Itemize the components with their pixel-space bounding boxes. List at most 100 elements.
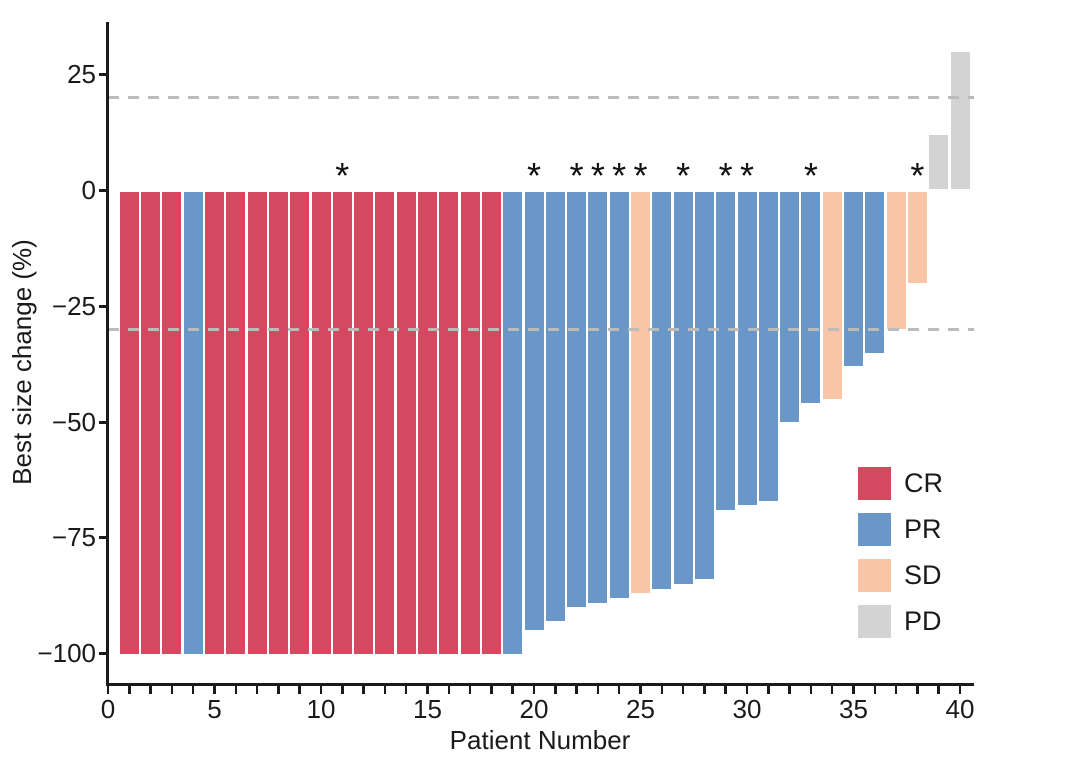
x-tick: [447, 686, 451, 694]
x-tick: [554, 686, 557, 694]
x-tick: [404, 686, 408, 694]
bar-patient-34: [822, 191, 842, 399]
x-tick: [170, 686, 174, 694]
x-tick: [681, 686, 685, 694]
legend-swatch-sd: [858, 559, 891, 592]
y-axis-line: [106, 22, 109, 686]
x-tick: [255, 686, 259, 694]
bar-patient-25: [631, 191, 650, 594]
legend: CR PR SD PD: [858, 467, 943, 638]
bar-patient-12: [354, 191, 374, 654]
x-tick: [426, 686, 429, 694]
bar-patient-17: [460, 191, 480, 654]
y-tick-label: −100: [37, 638, 96, 668]
x-tick: [277, 686, 280, 694]
y-tick: [99, 536, 107, 540]
y-tick: [99, 189, 107, 192]
x-tick: [575, 686, 578, 694]
x-tick: [873, 686, 877, 694]
bar-patient-39: [929, 134, 949, 190]
bar-patient-8: [268, 191, 288, 654]
asterisk-patient-20: *: [526, 155, 541, 196]
y-tick-label: 25: [67, 59, 96, 90]
x-tick: [724, 686, 727, 694]
bar-patient-19: [503, 191, 523, 654]
bar-patient-35: [844, 191, 863, 367]
legend-item-pd: PD: [858, 605, 943, 638]
x-tick: [383, 686, 387, 694]
bar-patient-18: [481, 191, 501, 654]
bar-patient-11: [332, 191, 352, 654]
asterisk-patient-25: *: [633, 155, 648, 196]
bar-patient-30: [737, 191, 757, 506]
y-tick: [99, 652, 107, 655]
bar-patient-15: [418, 191, 437, 654]
bar-patient-6: [226, 191, 246, 654]
bar-patient-22: [567, 191, 587, 608]
bar-patient-24: [609, 191, 629, 598]
legend-item-pr: PR: [858, 513, 943, 546]
x-tick: [596, 686, 600, 694]
x-tick: [894, 686, 898, 694]
legend-label-cr: CR: [904, 468, 943, 498]
bar-patient-14: [396, 191, 416, 654]
bar-patient-16: [439, 191, 459, 654]
bar-patient-13: [375, 191, 395, 654]
x-tick-label: 25: [626, 694, 655, 724]
x-tick: [532, 686, 536, 694]
y-tick-label: −75: [51, 522, 96, 553]
bar-patient-3: [162, 191, 182, 654]
bar-patient-33: [801, 191, 821, 404]
bar-patient-40: [950, 51, 970, 190]
asterisk-patient-33: *: [803, 155, 818, 196]
x-tick: [937, 686, 940, 694]
x-tick-label: 10: [306, 694, 336, 724]
legend-item-sd: SD: [858, 559, 943, 592]
bar-patient-7: [247, 191, 267, 654]
x-tick: [319, 686, 323, 694]
x-tick-label: 40: [945, 694, 975, 724]
legend-item-cr: CR: [858, 467, 943, 500]
asterisk-patient-38: *: [910, 155, 925, 196]
x-tick: [852, 686, 855, 694]
bar-patient-38: [907, 191, 927, 284]
x-tick: [341, 686, 344, 694]
x-tick-label: 15: [413, 694, 442, 724]
x-tick-label: 30: [732, 694, 762, 724]
bar-patient-21: [545, 191, 565, 622]
bar-patient-2: [141, 191, 161, 654]
y-tick: [99, 420, 107, 424]
bar-patient-27: [673, 191, 693, 585]
y-tick-label: 0: [81, 175, 96, 205]
x-tick: [916, 686, 919, 694]
bar-patient-10: [311, 191, 331, 654]
x-axis-title: Patient Number: [449, 725, 631, 755]
x-tick: [639, 686, 642, 694]
bar-patient-5: [205, 191, 224, 654]
x-tick-label: 0: [100, 694, 116, 724]
y-tick: [99, 73, 107, 77]
x-tick: [468, 686, 472, 694]
lower-threshold-line: [108, 327, 974, 331]
x-tick-label: 35: [839, 694, 868, 724]
x-tick-label: 20: [519, 694, 549, 724]
upper-threshold-line: [108, 96, 974, 100]
x-tick-label: 5: [207, 694, 222, 724]
x-tick: [106, 686, 110, 694]
y-tick-label: −50: [51, 406, 96, 437]
asterisk-patient-22: *: [569, 155, 584, 196]
asterisk-patient-30: *: [739, 155, 754, 196]
legend-swatch-pr: [858, 513, 891, 546]
asterisk-patient-27: *: [676, 155, 691, 196]
x-tick: [767, 686, 770, 694]
asterisk-patient-29: *: [718, 155, 733, 196]
bar-patient-31: [758, 191, 778, 501]
bar-patient-26: [652, 191, 672, 589]
x-tick: [362, 686, 365, 694]
x-axis-line: [106, 683, 974, 686]
x-tick: [490, 686, 493, 694]
bar-patient-36: [865, 191, 885, 353]
asterisk-patient-24: *: [612, 155, 627, 196]
